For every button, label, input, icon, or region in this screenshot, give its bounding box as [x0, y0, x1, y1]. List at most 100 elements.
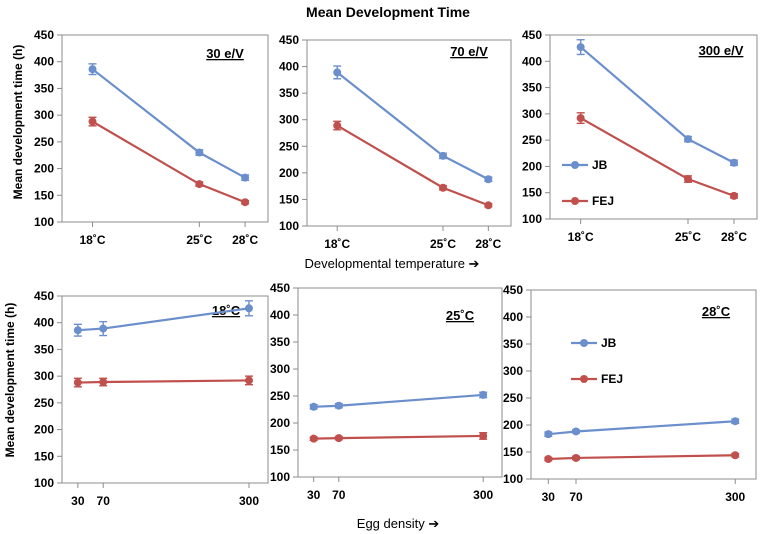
- y-tick-label: 450: [279, 33, 299, 47]
- data-point-jb: [572, 427, 580, 436]
- y-tick-label: 150: [270, 443, 290, 457]
- y-tick-label: 400: [34, 55, 54, 69]
- legend-marker-jb: [571, 161, 579, 169]
- series-line-fej: [580, 117, 735, 197]
- data-point-jb: [439, 151, 447, 160]
- panel-title: 25˚C: [446, 308, 475, 323]
- x-tick-label: 28˚C: [475, 237, 501, 251]
- y-tick-label: 250: [34, 396, 54, 410]
- y-tick-label: 350: [34, 342, 54, 356]
- y-tick-label: 400: [279, 60, 299, 74]
- y-tick-label: 100: [279, 219, 299, 233]
- x-tick-label: 70: [332, 488, 346, 502]
- x-tick-label: 18˚C: [80, 233, 106, 247]
- y-axis-label-top: Mean development time (h): [11, 45, 25, 200]
- data-point-jb: [309, 402, 318, 411]
- y-tick-label: 250: [279, 139, 299, 153]
- data-point-fej: [99, 378, 108, 387]
- data-point-jb: [333, 68, 342, 77]
- series-line-jb: [579, 46, 735, 164]
- y-tick-label: 450: [34, 28, 54, 42]
- figure-title: Mean Development Time: [306, 4, 470, 20]
- data-point-jb: [730, 158, 738, 167]
- data-point-jb: [195, 148, 204, 157]
- x-tick-label: 30: [71, 494, 85, 508]
- data-point-jb: [576, 43, 585, 52]
- x-tick-label: 25˚C: [430, 237, 456, 251]
- panel-title: 300 e/V: [699, 43, 744, 58]
- panel-3: 100 150 200 250 300 350 400 450 18˚C 25˚C 28˚C 300 …: [522, 28, 758, 244]
- data-point-fej: [730, 191, 738, 200]
- y-tick-label: 300: [522, 107, 542, 121]
- x-tick-label: 18˚C: [324, 237, 350, 251]
- panel-title: 70 e/V: [450, 44, 488, 59]
- data-point-jb: [684, 135, 692, 144]
- y-tick-label: 300: [270, 362, 290, 376]
- x-tick-label: 18˚C: [568, 230, 594, 244]
- x-tick-label: 28˚C: [721, 230, 747, 244]
- data-point-fej: [479, 431, 488, 440]
- x-tick-label: 300: [725, 490, 745, 504]
- data-point-fej: [334, 434, 343, 443]
- data-point-jb: [88, 65, 97, 74]
- data-point-fej: [195, 180, 204, 189]
- data-point-fej: [572, 453, 580, 462]
- y-tick-label: 400: [522, 54, 542, 68]
- y-tick-label: 300: [503, 364, 523, 378]
- y-tick-label: 450: [503, 283, 523, 297]
- panel-title: 30 e/V: [206, 46, 244, 61]
- legend-label-jb: JB: [601, 336, 617, 350]
- y-tick-label: 100: [503, 472, 523, 486]
- y-tick-label: 350: [279, 86, 299, 100]
- y-tick-label: 100: [34, 215, 54, 229]
- panel-frame: [306, 39, 512, 227]
- data-point-jb: [484, 175, 493, 184]
- x-tick-label: 300: [473, 488, 493, 502]
- x-tick-label: 25˚C: [186, 233, 212, 247]
- y-tick-label: 400: [270, 308, 290, 322]
- y-tick-label: 450: [34, 289, 54, 303]
- y-tick-label: 200: [34, 423, 54, 437]
- data-point-fej: [439, 183, 447, 192]
- data-point-jb: [244, 304, 253, 313]
- data-point-jb: [544, 430, 553, 439]
- series-line-jb: [91, 68, 246, 179]
- legend-label-fej: FEJ: [601, 372, 623, 386]
- y-tick-label: 300: [34, 369, 54, 383]
- y-tick-label: 300: [279, 113, 299, 127]
- data-point-jb: [99, 324, 108, 333]
- data-point-fej: [484, 201, 493, 210]
- x-tick-label: 30: [307, 488, 321, 502]
- data-point-jb: [241, 173, 250, 182]
- y-tick-label: 250: [270, 389, 290, 403]
- x-tick-label: 28˚C: [232, 233, 258, 247]
- y-tick-label: 250: [34, 135, 54, 149]
- panel-2: 100 150 200 250 300 350 400 450 18˚C 25˚C 28˚C 70 e…: [279, 33, 512, 251]
- y-tick-label: 150: [503, 445, 523, 459]
- series-line-jb: [336, 71, 489, 181]
- data-point-fej: [309, 434, 318, 443]
- panel-frame: [549, 34, 758, 220]
- data-point-fej: [244, 376, 253, 385]
- x-tick-label: 30: [542, 490, 556, 504]
- y-tick-label: 450: [522, 28, 542, 42]
- data-point-jb: [334, 401, 343, 410]
- data-point-fej: [73, 378, 82, 387]
- data-point-fej: [684, 175, 692, 184]
- data-point-jb: [73, 326, 82, 335]
- data-point-fej: [333, 121, 342, 130]
- data-point-fej: [88, 117, 97, 126]
- panel-title: 28˚C: [702, 304, 731, 319]
- y-tick-label: 400: [34, 316, 54, 330]
- panels-group: 100 150 200 250 300 350 400 450 18˚C 25˚C 28˚C 30 e…: [34, 28, 758, 508]
- panel-5: 100 150 200 250 300 350 400 450 30 70 300 25˚C: [270, 281, 503, 502]
- legend-marker-jb: [580, 339, 588, 347]
- series-line-fej: [336, 124, 489, 207]
- y-tick-label: 200: [34, 162, 54, 176]
- series-line-fej: [91, 120, 246, 204]
- y-tick-label: 150: [34, 449, 54, 463]
- data-point-jb: [731, 417, 740, 426]
- y-axis-label-bottom: Mean development time (h): [3, 303, 17, 458]
- data-point-jb: [479, 390, 488, 399]
